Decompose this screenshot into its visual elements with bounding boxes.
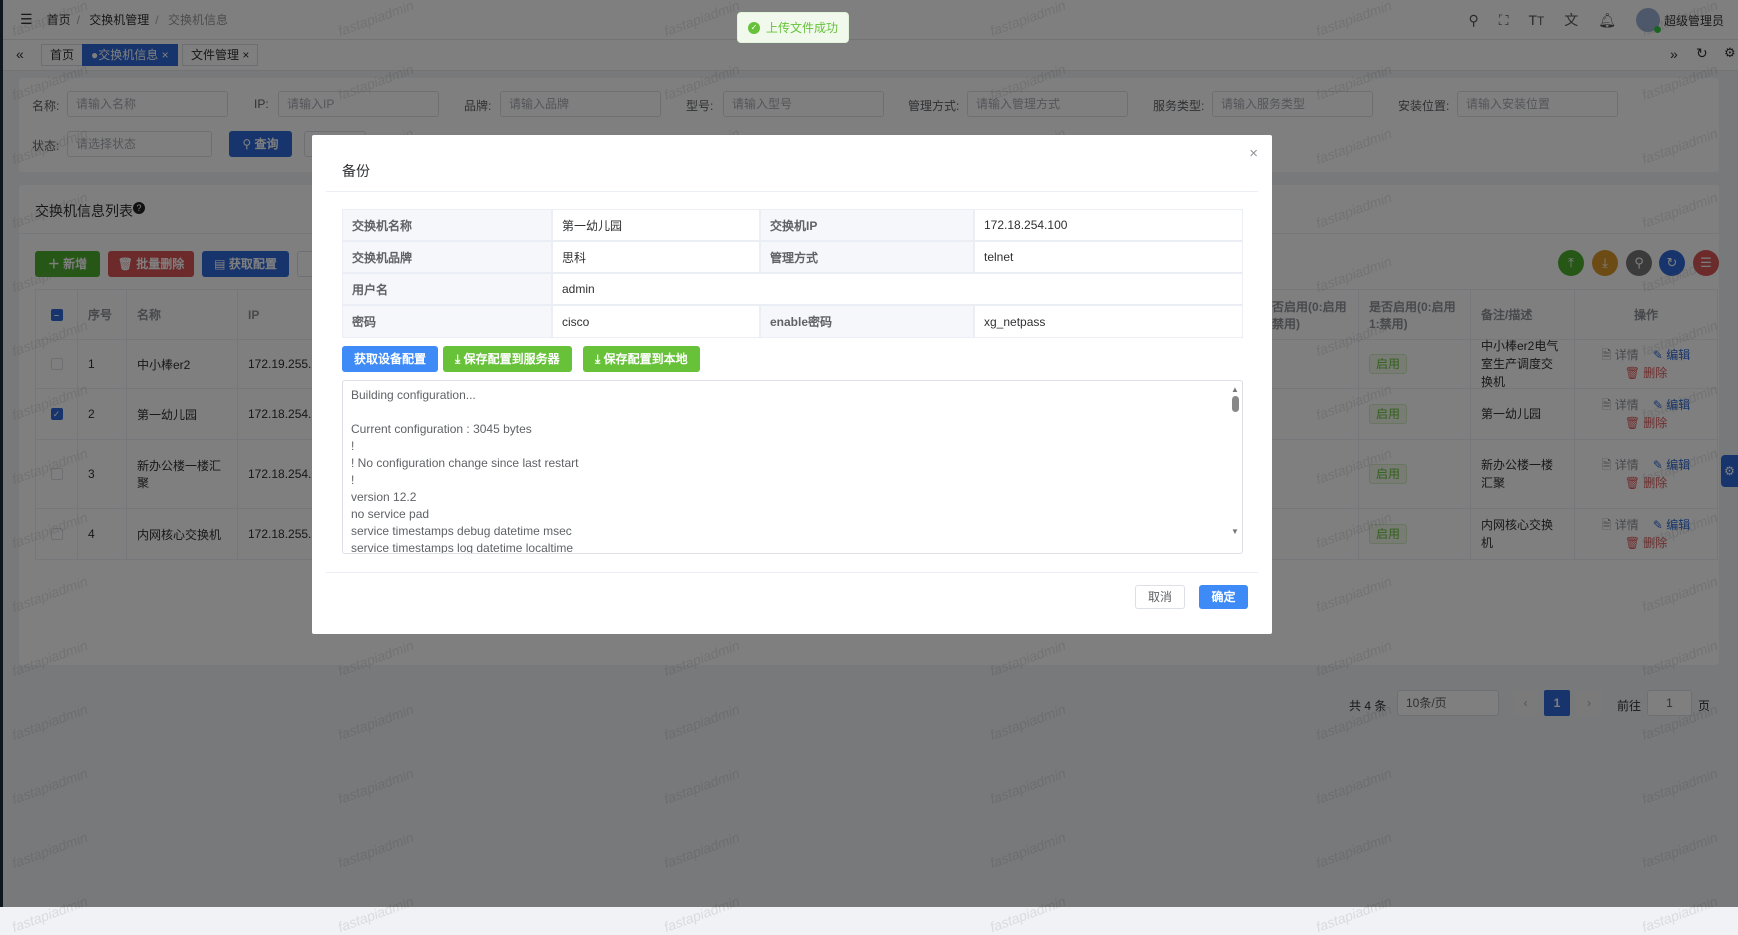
field-username-value: admin	[552, 273, 1243, 305]
field-mgmt-value: telnet	[974, 241, 1243, 273]
field-brand-label: 交换机品牌	[342, 241, 552, 273]
download-icon: ⤓	[595, 352, 604, 366]
save-server-label: 保存配置到服务器	[463, 352, 560, 366]
get-device-config-button[interactable]: 获取设备配置	[342, 346, 439, 372]
field-username-label: 用户名	[342, 273, 552, 305]
footer-divider	[326, 572, 1258, 573]
save-local-label: 保存配置到本地	[603, 352, 688, 366]
field-name-label: 交换机名称	[342, 209, 552, 241]
field-ip-value: 172.18.254.100	[974, 209, 1243, 241]
field-enable-value: xg_netpass	[974, 305, 1243, 338]
field-enable-label: enable密码	[760, 305, 974, 338]
check-circle-icon: ✓	[747, 21, 760, 34]
toast-message: 上传文件成功	[765, 21, 838, 35]
header-divider	[326, 191, 1258, 192]
textarea-scrollbar[interactable]: ▲	[1231, 385, 1239, 414]
download-icon: ⤓	[455, 352, 464, 366]
field-password-label: 密码	[342, 305, 552, 338]
save-to-local-button[interactable]: ⤓ 保存配置到本地	[583, 346, 700, 372]
field-ip-label: 交换机IP	[760, 209, 974, 241]
dialog-title: 备份	[342, 163, 370, 179]
backup-dialog: 备份 × 交换机名称 第一幼儿园 交换机IP 172.18.254.100 交换…	[312, 135, 1272, 634]
field-name-value: 第一幼儿园	[552, 209, 760, 241]
config-textarea[interactable]: Building configuration... Current config…	[342, 380, 1243, 554]
field-brand-value: 思科	[552, 241, 760, 273]
confirm-button[interactable]: 确定	[1199, 585, 1248, 609]
scroll-down-icon[interactable]: ▼	[1231, 527, 1239, 536]
close-icon[interactable]: ×	[1249, 145, 1258, 162]
cancel-button[interactable]: 取消	[1135, 585, 1185, 609]
save-to-server-button[interactable]: ⤓ 保存配置到服务器	[443, 346, 572, 372]
success-toast: ✓ 上传文件成功	[737, 12, 849, 43]
field-password-value: cisco	[552, 305, 760, 338]
field-mgmt-label: 管理方式	[760, 241, 974, 273]
